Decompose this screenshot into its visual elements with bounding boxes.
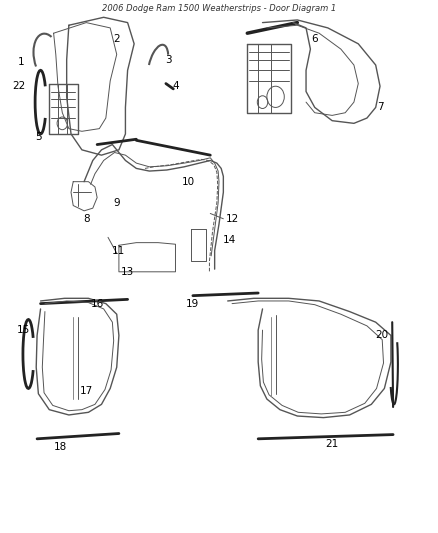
Text: 6: 6	[311, 34, 318, 44]
Text: 10: 10	[182, 176, 195, 187]
Text: 2006 Dodge Ram 1500 Weatherstrips - Door Diagram 1: 2006 Dodge Ram 1500 Weatherstrips - Door…	[102, 4, 336, 13]
Text: 9: 9	[113, 198, 120, 208]
Text: 7: 7	[377, 102, 383, 112]
Text: 1: 1	[18, 58, 24, 67]
Text: 12: 12	[226, 214, 239, 224]
Text: 3: 3	[166, 55, 172, 64]
Text: 22: 22	[12, 81, 25, 91]
Text: 19: 19	[186, 298, 200, 309]
Text: 15: 15	[17, 325, 30, 335]
Text: 5: 5	[35, 132, 42, 142]
Text: 20: 20	[376, 330, 389, 341]
Text: 14: 14	[223, 235, 237, 245]
Text: 18: 18	[53, 442, 67, 452]
Text: 17: 17	[80, 386, 93, 396]
Text: 16: 16	[91, 298, 104, 309]
Text: 21: 21	[325, 439, 339, 449]
Text: 8: 8	[83, 214, 89, 224]
Text: 4: 4	[172, 81, 179, 91]
Text: 13: 13	[121, 267, 134, 277]
Text: 2: 2	[113, 34, 120, 44]
Text: 11: 11	[112, 246, 126, 256]
